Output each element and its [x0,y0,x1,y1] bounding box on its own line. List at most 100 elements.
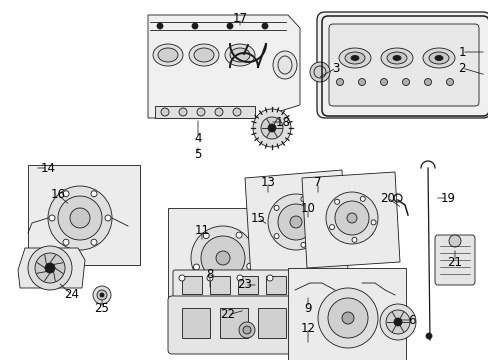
Circle shape [360,196,365,201]
Circle shape [105,215,111,221]
Circle shape [262,23,267,29]
FancyBboxPatch shape [173,270,308,302]
Circle shape [246,263,252,269]
Circle shape [385,310,409,334]
Circle shape [273,206,279,210]
Circle shape [91,191,97,197]
Bar [191,273,254,291]
Circle shape [63,239,69,245]
Bar [182,308,209,338]
Circle shape [203,233,209,239]
Circle shape [179,275,184,281]
Ellipse shape [153,44,183,66]
Bar [265,276,285,294]
Ellipse shape [345,52,364,64]
Circle shape [28,246,72,290]
Circle shape [215,108,223,116]
Text: 8: 8 [206,269,213,282]
Ellipse shape [338,48,370,68]
Circle shape [370,220,375,225]
Text: 19: 19 [440,192,454,204]
Circle shape [161,108,169,116]
Text: 16: 16 [50,189,65,202]
Circle shape [294,275,301,281]
Circle shape [252,109,290,147]
Circle shape [179,108,186,116]
Ellipse shape [386,52,406,64]
Circle shape [336,78,343,85]
Bar [238,276,258,294]
Circle shape [97,290,107,300]
Circle shape [379,304,415,340]
Circle shape [273,234,279,239]
Ellipse shape [428,52,448,64]
Circle shape [317,288,377,348]
Text: 6: 6 [407,314,415,327]
Circle shape [402,78,408,85]
Text: 23: 23 [237,279,252,292]
Circle shape [300,197,305,202]
Circle shape [197,108,204,116]
Circle shape [446,78,452,85]
Polygon shape [244,170,347,278]
Text: 24: 24 [64,288,80,302]
Circle shape [201,236,244,280]
Ellipse shape [272,51,296,79]
FancyBboxPatch shape [168,296,313,354]
Circle shape [157,23,163,29]
Circle shape [448,235,460,247]
Circle shape [193,264,199,270]
Ellipse shape [350,55,358,60]
Circle shape [91,239,97,245]
Ellipse shape [434,55,442,60]
Ellipse shape [392,55,400,60]
Circle shape [243,326,250,334]
Ellipse shape [422,48,454,68]
Text: 11: 11 [194,224,209,237]
Text: 3: 3 [332,62,339,75]
Bar [287,268,405,360]
Circle shape [237,275,243,281]
Circle shape [48,186,112,250]
Circle shape [58,196,102,240]
Circle shape [191,226,254,290]
Ellipse shape [158,48,178,62]
Bar [209,276,229,294]
Circle shape [70,208,90,228]
Circle shape [351,237,356,242]
Circle shape [49,215,55,221]
Circle shape [232,108,241,116]
Bar [258,308,285,338]
Text: 13: 13 [260,176,275,189]
Circle shape [346,213,356,223]
Circle shape [329,225,334,230]
Circle shape [267,124,275,132]
Circle shape [325,192,377,244]
Text: 2: 2 [457,62,465,75]
Ellipse shape [229,48,249,62]
Bar [182,276,202,294]
Circle shape [63,191,69,197]
Bar [168,208,278,308]
Circle shape [393,318,401,326]
FancyBboxPatch shape [328,24,478,106]
Polygon shape [148,15,299,118]
Circle shape [93,286,111,304]
Circle shape [300,242,305,247]
Text: 5: 5 [194,148,201,162]
Circle shape [216,251,229,265]
Text: 1: 1 [457,45,465,58]
Circle shape [380,78,386,85]
Circle shape [341,312,353,324]
Circle shape [358,78,365,85]
Polygon shape [18,248,85,288]
Circle shape [424,78,430,85]
Circle shape [236,232,242,238]
Ellipse shape [224,44,254,66]
Ellipse shape [380,48,412,68]
FancyBboxPatch shape [434,235,474,285]
Text: 14: 14 [41,162,55,175]
Circle shape [239,322,254,338]
Text: 10: 10 [300,202,315,215]
Circle shape [278,204,313,240]
